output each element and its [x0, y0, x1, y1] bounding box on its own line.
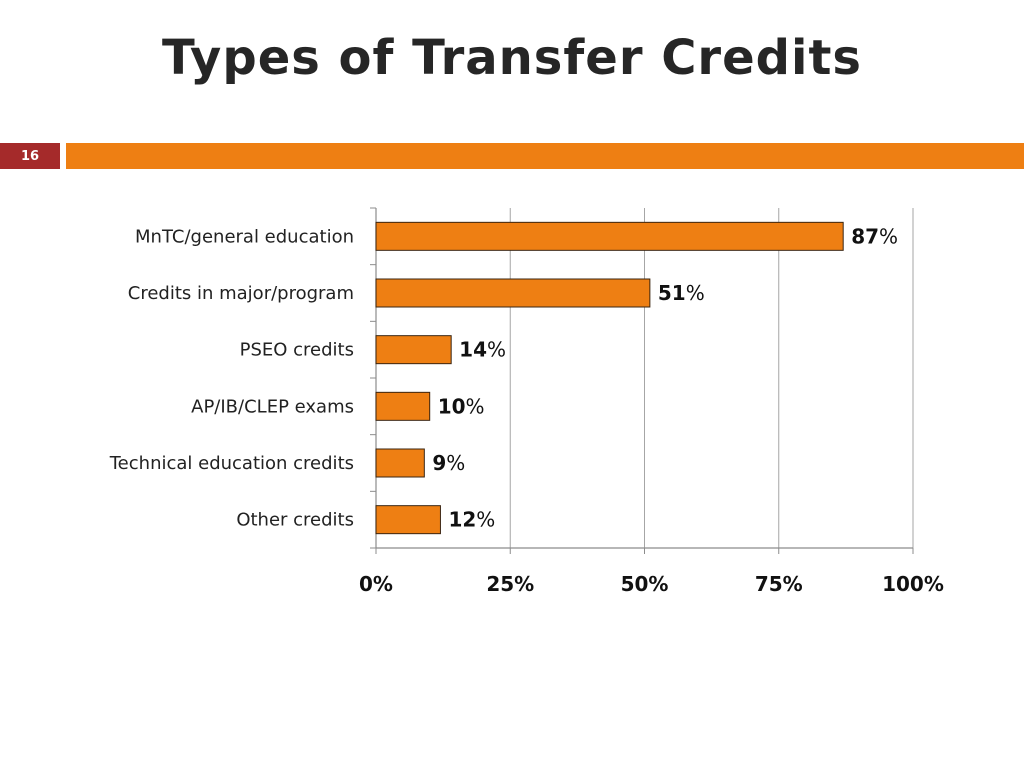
category-label: PSEO credits — [240, 340, 354, 361]
bar-value-label: 87% — [851, 224, 898, 248]
category-label: AP/IB/CLEP exams — [191, 396, 354, 417]
bar-value-label: 10% — [438, 394, 485, 418]
title-accent-bar — [66, 143, 1024, 169]
slide-number-badge: 16 — [0, 143, 60, 169]
category-label: Other credits — [236, 510, 354, 531]
bar — [375, 221, 844, 251]
category-label: Technical education credits — [109, 453, 354, 474]
slide-title: Types of Transfer Credits — [162, 30, 862, 86]
bar-value-label: 9% — [432, 451, 465, 475]
slide-number: 16 — [20, 148, 40, 164]
category-label: MnTC/general education — [135, 226, 354, 247]
bar — [375, 335, 452, 365]
bar — [375, 391, 431, 421]
bar-value-label: 12% — [448, 508, 495, 532]
x-tick-label: 25% — [486, 572, 534, 596]
bar — [375, 505, 441, 535]
x-tick-label: 0% — [359, 572, 393, 596]
bar-value-label: 14% — [459, 338, 506, 362]
x-tick-label: 75% — [755, 572, 803, 596]
x-tick-label: 50% — [621, 572, 669, 596]
category-label: Credits in major/program — [128, 283, 354, 304]
bar — [375, 448, 425, 478]
bar-value-label: 51% — [658, 281, 705, 305]
bar — [375, 278, 651, 308]
x-tick-label: 100% — [882, 572, 944, 596]
